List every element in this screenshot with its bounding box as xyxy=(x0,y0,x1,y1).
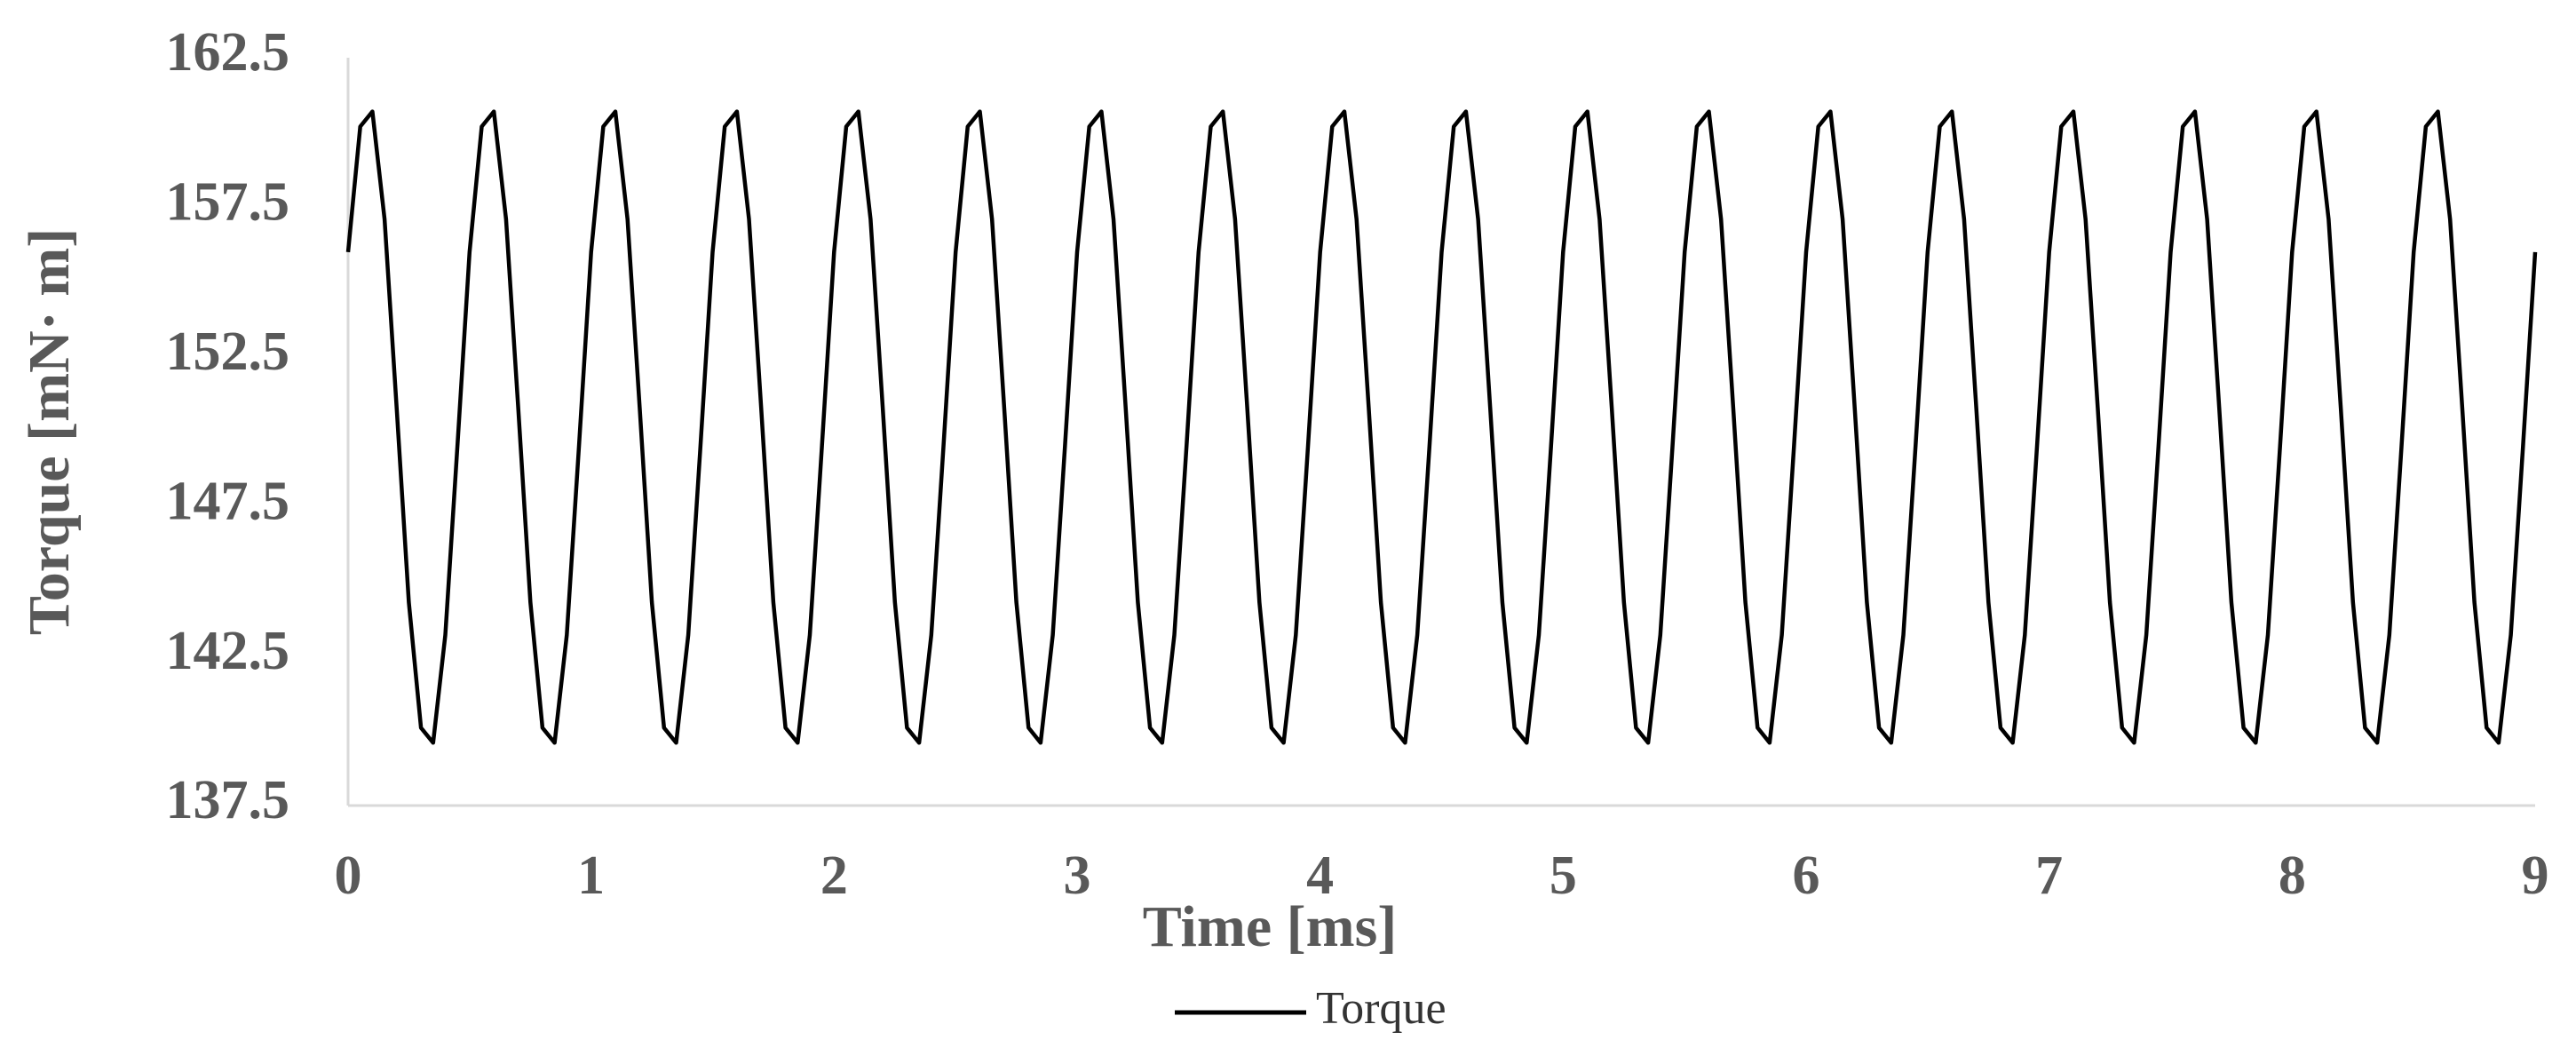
y-tick-label: 147.5 xyxy=(166,471,290,531)
y-tick-label: 157.5 xyxy=(166,172,290,233)
legend-label: Torque xyxy=(1316,983,1447,1034)
x-tick-label: 6 xyxy=(1793,846,1820,906)
y-tick-label: 137.5 xyxy=(166,770,290,830)
x-tick-label: 1 xyxy=(577,846,605,906)
y-axis-title: Torque [mN· m] xyxy=(17,228,82,635)
x-tick-label: 2 xyxy=(820,846,848,906)
x-axis-title: Time [ms] xyxy=(1143,894,1398,959)
y-tick-label: 142.5 xyxy=(166,621,290,681)
y-tick-label: 152.5 xyxy=(166,322,290,382)
data-line xyxy=(345,109,2538,745)
x-tick-label: 8 xyxy=(2279,846,2306,906)
x-tick-label: 0 xyxy=(335,846,362,906)
x-tick-label: 7 xyxy=(2035,846,2063,906)
x-tick-label: 3 xyxy=(1064,846,1091,906)
x-tick-label: 4 xyxy=(1306,846,1334,906)
x-tick-label: 9 xyxy=(2522,846,2549,906)
y-tick-label: 162.5 xyxy=(166,22,290,83)
x-tick-label: 5 xyxy=(1550,846,1577,906)
